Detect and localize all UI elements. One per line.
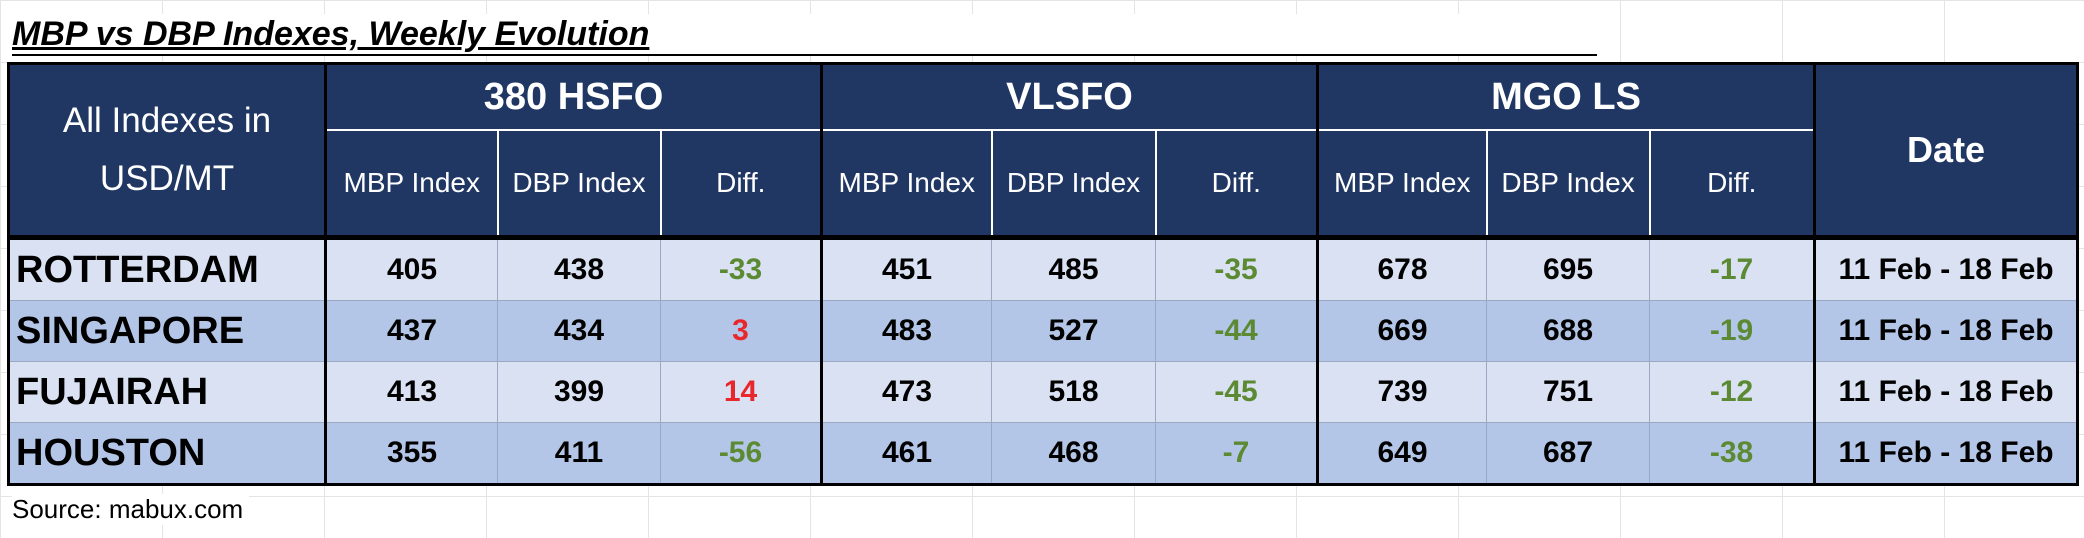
diff-cell: -35 — [1154, 237, 1319, 301]
index-table: All Indexes in USD/MT 380 HSFO VLSFO MGO L… — [7, 62, 2080, 486]
corner-text: All Indexes in USD/MT — [62, 101, 272, 198]
title: MBP vs DBP Indexes, Weekly Evolution — [12, 14, 1597, 56]
table-row: FUJAIRAH 413 399 14 473 518 -45 739 751 -12 11 Feb… — [8, 361, 2079, 423]
date-cell: 11 Feb - 18 Feb — [1813, 361, 2079, 423]
diff-cell: -38 — [1649, 422, 1816, 485]
index-cell: 678 — [1316, 237, 1488, 301]
sub-header: DBP Index — [496, 129, 662, 240]
date-header: Date — [1813, 62, 2079, 240]
sub-header: DBP Index — [1485, 129, 1651, 240]
index-cell: 451 — [820, 237, 992, 301]
index-cell: 473 — [820, 361, 992, 423]
diff-cell: -12 — [1649, 361, 1816, 423]
index-cell: 751 — [1486, 361, 1651, 423]
diff-cell: -17 — [1649, 237, 1816, 301]
source: Source: mabux.com — [12, 494, 250, 525]
group-header: VLSFO — [819, 62, 1319, 131]
group-header: MGO LS — [1316, 62, 1816, 131]
port-name: HOUSTON — [8, 422, 327, 485]
diff-cell: -45 — [1154, 361, 1319, 423]
index-cell: 355 — [324, 422, 498, 485]
diff-cell: -7 — [1154, 422, 1319, 485]
table-head: All Indexes in USD/MT 380 HSFO VLSFO MGO L… — [7, 62, 2079, 240]
sub-header: DBP Index — [990, 129, 1157, 240]
diff-cell: 3 — [660, 300, 822, 362]
index-cell: 405 — [324, 237, 498, 301]
date-cell: 11 Feb - 18 Feb — [1813, 237, 2079, 301]
sub-header: Diff. — [1154, 129, 1319, 240]
index-cell: 437 — [324, 300, 498, 362]
diff-cell: -33 — [660, 237, 822, 301]
index-cell: 687 — [1486, 422, 1651, 485]
diff-cell: -56 — [660, 422, 822, 485]
corner-header: All Indexes in USD/MT — [7, 62, 327, 240]
index-cell: 399 — [497, 361, 661, 423]
table-row: HOUSTON 355 411 -56 461 468 -7 649 687 -38 11 Feb … — [8, 422, 2079, 485]
subheader-row: MBP Index DBP Index Diff. MBP Index DBP Inde… — [9, 129, 2078, 240]
sub-header: MBP Index — [1316, 129, 1488, 240]
diff-cell: 14 — [660, 361, 822, 423]
index-cell: 461 — [820, 422, 992, 485]
group-header-row: All Indexes in USD/MT 380 HSFO VLSFO MGO L… — [7, 62, 2079, 240]
index-cell: 483 — [820, 300, 992, 362]
index-cell: 413 — [324, 361, 498, 423]
port-name: FUJAIRAH — [8, 361, 327, 423]
index-cell: 669 — [1316, 300, 1488, 362]
sub-header: Diff. — [1648, 129, 1816, 240]
port-name: ROTTERDAM — [8, 237, 327, 301]
table-row: SINGAPORE 437 434 3 483 527 -44 669 688 -19 11 Feb… — [8, 300, 2079, 362]
table-row: ROTTERDAM 405 438 -33 451 485 -35 678 695 -17 11 F… — [8, 237, 2079, 301]
index-cell: 527 — [991, 300, 1156, 362]
date-cell: 11 Feb - 18 Feb — [1813, 300, 2079, 362]
sub-header: Diff. — [659, 129, 823, 240]
sub-header: MBP Index — [820, 129, 993, 240]
index-cell: 468 — [991, 422, 1156, 485]
index-cell: 649 — [1316, 422, 1488, 485]
sub-header: MBP Index — [324, 129, 499, 240]
index-cell: 739 — [1316, 361, 1488, 423]
group-header: 380 HSFO — [324, 62, 823, 131]
index-cell: 434 — [497, 300, 661, 362]
index-cell: 411 — [497, 422, 661, 485]
diff-cell: -19 — [1649, 300, 1816, 362]
date-cell: 11 Feb - 18 Feb — [1813, 422, 2079, 485]
diff-cell: -44 — [1154, 300, 1319, 362]
index-cell: 485 — [991, 237, 1156, 301]
index-cell: 438 — [497, 237, 661, 301]
index-cell: 688 — [1486, 300, 1651, 362]
index-cell: 695 — [1486, 237, 1651, 301]
index-cell: 518 — [991, 361, 1156, 423]
table-body: ROTTERDAM 405 438 -33 451 485 -35 678 695 -17 11 F… — [8, 237, 2079, 485]
port-name: SINGAPORE — [8, 300, 327, 362]
